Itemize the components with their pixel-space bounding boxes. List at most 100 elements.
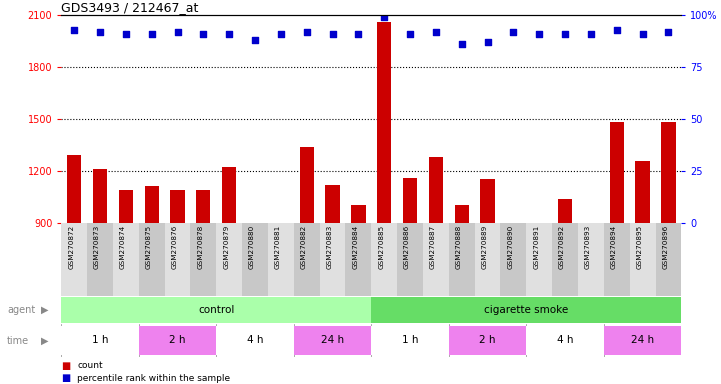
- Bar: [532, 223, 547, 228]
- Bar: [87, 223, 113, 296]
- Text: GSM270888: GSM270888: [456, 225, 461, 269]
- Bar: [578, 223, 603, 296]
- Bar: [268, 223, 293, 296]
- Text: GSM270876: GSM270876: [172, 225, 177, 269]
- Text: GSM270881: GSM270881: [275, 225, 281, 269]
- Point: [585, 31, 597, 37]
- Bar: [164, 223, 190, 296]
- Bar: [293, 326, 371, 356]
- Bar: [138, 326, 216, 356]
- Text: ▶: ▶: [41, 336, 48, 346]
- Point: [120, 31, 132, 37]
- Text: count: count: [77, 361, 103, 370]
- Point: [198, 31, 209, 37]
- Bar: [455, 205, 469, 223]
- Bar: [319, 223, 345, 296]
- Text: GSM270883: GSM270883: [327, 225, 332, 269]
- Point: [379, 14, 390, 20]
- Point: [482, 39, 493, 45]
- Bar: [61, 297, 371, 323]
- Point: [456, 41, 467, 48]
- Point: [249, 37, 261, 43]
- Bar: [603, 223, 629, 296]
- Bar: [61, 223, 87, 296]
- Bar: [603, 326, 681, 356]
- Bar: [584, 223, 598, 228]
- Bar: [196, 190, 211, 223]
- Text: 4 h: 4 h: [557, 335, 573, 345]
- Text: 1 h: 1 h: [402, 335, 418, 345]
- Bar: [423, 223, 448, 296]
- Bar: [526, 223, 552, 296]
- Point: [611, 27, 622, 33]
- Point: [637, 31, 648, 37]
- Bar: [325, 185, 340, 223]
- Bar: [61, 326, 138, 356]
- Text: GSM270887: GSM270887: [430, 225, 436, 269]
- Bar: [138, 223, 164, 296]
- Bar: [248, 223, 262, 228]
- Bar: [655, 223, 681, 296]
- Bar: [351, 205, 366, 223]
- Text: GSM270878: GSM270878: [198, 225, 203, 269]
- Bar: [216, 223, 242, 296]
- Text: GDS3493 / 212467_at: GDS3493 / 212467_at: [61, 1, 199, 14]
- Point: [559, 31, 571, 37]
- Bar: [661, 122, 676, 223]
- Text: GSM270880: GSM270880: [249, 225, 255, 269]
- Text: GSM270893: GSM270893: [585, 225, 591, 269]
- Text: 24 h: 24 h: [321, 335, 344, 345]
- Bar: [190, 223, 216, 296]
- Bar: [371, 326, 448, 356]
- Text: ▶: ▶: [41, 305, 48, 315]
- Bar: [403, 178, 417, 223]
- Text: 2 h: 2 h: [169, 335, 186, 345]
- Point: [172, 29, 183, 35]
- Text: GSM270889: GSM270889: [482, 225, 487, 269]
- Text: GSM270884: GSM270884: [353, 225, 358, 269]
- Bar: [397, 223, 423, 296]
- Bar: [113, 223, 138, 296]
- Text: GSM270882: GSM270882: [301, 225, 306, 269]
- Text: agent: agent: [7, 305, 35, 315]
- Text: GSM270875: GSM270875: [146, 225, 151, 269]
- Point: [508, 29, 519, 35]
- Bar: [629, 223, 655, 296]
- Text: 2 h: 2 h: [479, 335, 496, 345]
- Bar: [448, 223, 474, 296]
- Bar: [377, 22, 392, 223]
- Point: [353, 31, 364, 37]
- Bar: [216, 326, 293, 356]
- Bar: [558, 199, 572, 223]
- Bar: [635, 161, 650, 223]
- Text: GSM270896: GSM270896: [663, 225, 668, 269]
- Point: [327, 31, 338, 37]
- Text: ■: ■: [61, 361, 71, 371]
- Bar: [480, 179, 495, 223]
- Text: ■: ■: [61, 373, 71, 383]
- Point: [224, 31, 235, 37]
- Bar: [500, 223, 526, 296]
- Text: time: time: [7, 336, 30, 346]
- Bar: [552, 223, 578, 296]
- Point: [534, 31, 545, 37]
- Text: 24 h: 24 h: [631, 335, 654, 345]
- Text: GSM270892: GSM270892: [559, 225, 565, 269]
- Text: 1 h: 1 h: [92, 335, 108, 345]
- Text: GSM270885: GSM270885: [379, 225, 384, 269]
- Bar: [119, 190, 133, 223]
- Point: [68, 27, 80, 33]
- Text: GSM270874: GSM270874: [120, 225, 126, 269]
- Text: GSM270886: GSM270886: [404, 225, 410, 269]
- Point: [404, 31, 416, 37]
- Bar: [222, 167, 236, 223]
- Bar: [429, 157, 443, 223]
- Text: cigarette smoke: cigarette smoke: [485, 305, 568, 314]
- Point: [301, 29, 312, 35]
- Bar: [170, 190, 185, 223]
- Text: GSM270872: GSM270872: [68, 225, 74, 269]
- Bar: [274, 223, 288, 228]
- Point: [275, 31, 287, 37]
- Point: [663, 29, 674, 35]
- Bar: [448, 326, 526, 356]
